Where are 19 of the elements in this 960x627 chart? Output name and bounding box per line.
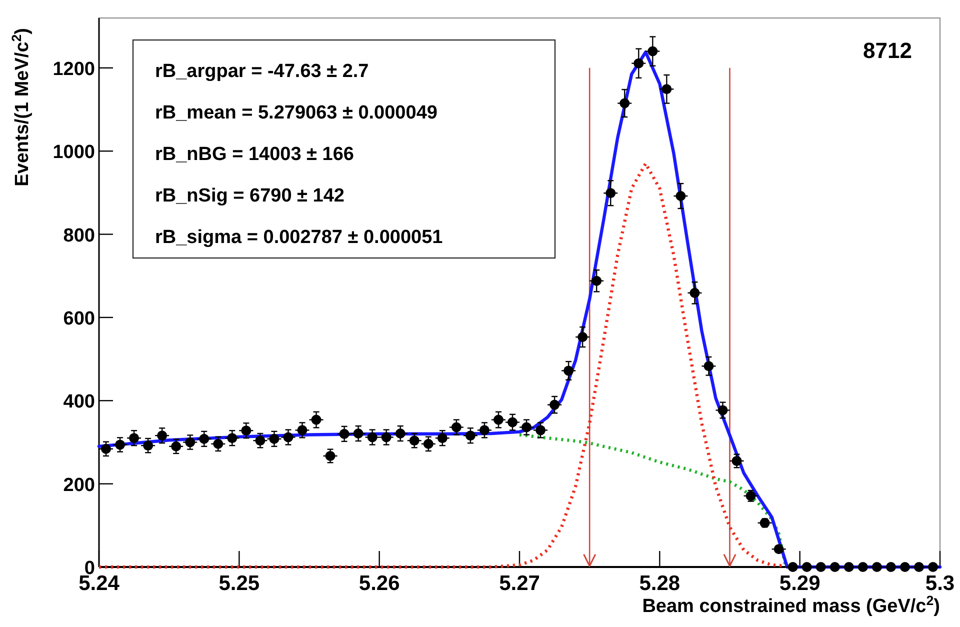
annotation: rB_mean = 5.279063 ± 0.000049 <box>155 102 438 124</box>
x-tick-label: 5.28 <box>639 572 680 595</box>
annotation: rB_nBG = 14003 ± 166 <box>155 144 354 165</box>
x-tick-label: 5.26 <box>358 572 400 595</box>
y-tick-label: 1000 <box>52 142 95 164</box>
x-tick-label: 5.25 <box>218 572 260 595</box>
annotation: rB_nSig = 6790 ± 142 <box>155 186 344 206</box>
y-tick-label: 800 <box>63 225 95 246</box>
y-tick-label: 200 <box>63 474 95 496</box>
y-tick-label: 400 <box>63 392 95 413</box>
annotation: rB_argpar = -47.63 ± 2.7 <box>155 61 369 82</box>
x-tick-label: 5.3 <box>925 572 955 595</box>
x-axis-title: Beam constrained mass (GeV/c$^{2}$) <box>642 592 940 617</box>
x-tick-label: 5.29 <box>779 572 820 595</box>
annotation: 8712 <box>863 38 912 63</box>
x-tick-label: 5.27 <box>499 572 540 595</box>
y-tick-label: 600 <box>63 308 95 330</box>
y-tick-label: 1200 <box>52 58 95 80</box>
annotation: rB_sigma = 0.002787 ± 0.000051 <box>155 227 444 248</box>
